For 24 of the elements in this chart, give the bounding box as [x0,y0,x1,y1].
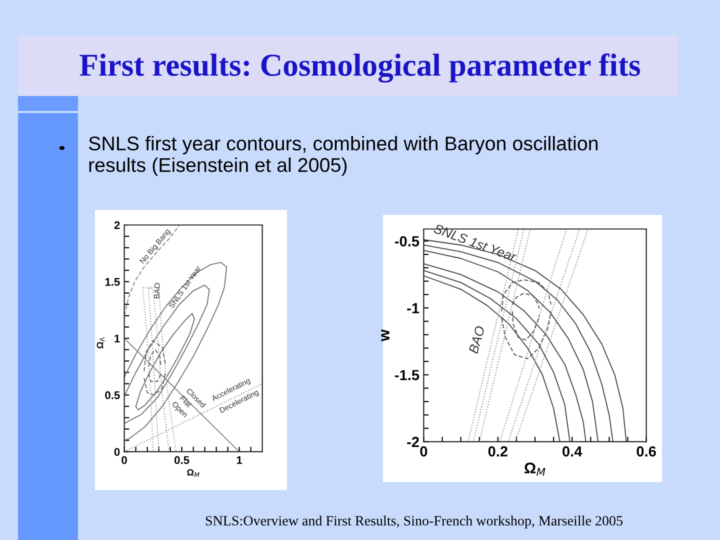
y-axis-title: Ω$_{Λ}$ [96,337,105,348]
x-axis-title: Ω$_{M}$ [524,462,546,476]
x-tick-label: 0.4 [562,446,582,457]
text: SNLS:Overview and First Results, Sino-French workshop, Marseille 2005 [206,516,622,528]
y-tick-label: 0.5 [105,391,120,400]
x-tick-label: 0.2 [488,446,508,457]
x-tick-label: 1 [236,456,242,464]
x-tick-label: 0 [122,456,127,464]
y-tick-label: -1.5 [394,370,420,380]
y-tick-label: -1 [407,303,420,314]
y-axis-title: w [381,329,390,342]
x-tick-label: 0.5 [174,456,190,464]
annotation: BAO [468,325,485,354]
x-tick-label: 0.6 [636,446,656,457]
y-tick-label: -0.5 [394,236,420,246]
text: SNLS first year contours, combined with Baryon oscillation results (Eisenstein et al 2005) [88,136,598,176]
y-tick-label: -2 [407,436,419,447]
y-tick-label: 1.5 [105,278,120,286]
text: First results: Cosmological parameter fits [80,53,640,83]
y-tick-label: 1 [114,334,120,342]
x-tick-label: 0 [420,446,428,457]
annotation: SNLS 1st Year [433,224,518,262]
y-tick-label: 2 [114,221,120,230]
x-axis-title: Ω$_{M}$ [187,469,200,478]
